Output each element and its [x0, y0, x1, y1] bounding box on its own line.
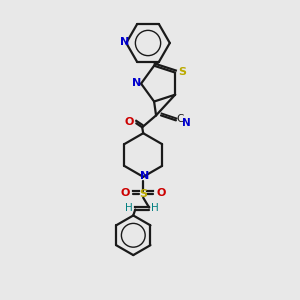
Text: H: H: [125, 202, 133, 212]
Text: O: O: [156, 188, 166, 198]
Text: S: S: [178, 67, 186, 76]
Text: S: S: [139, 189, 147, 199]
Text: N: N: [140, 171, 149, 181]
Text: O: O: [124, 117, 134, 127]
Text: N: N: [182, 118, 191, 128]
Text: H: H: [151, 202, 159, 212]
Text: N: N: [131, 78, 141, 88]
Text: N: N: [120, 37, 129, 47]
Text: C: C: [176, 114, 184, 124]
Text: O: O: [121, 188, 130, 198]
